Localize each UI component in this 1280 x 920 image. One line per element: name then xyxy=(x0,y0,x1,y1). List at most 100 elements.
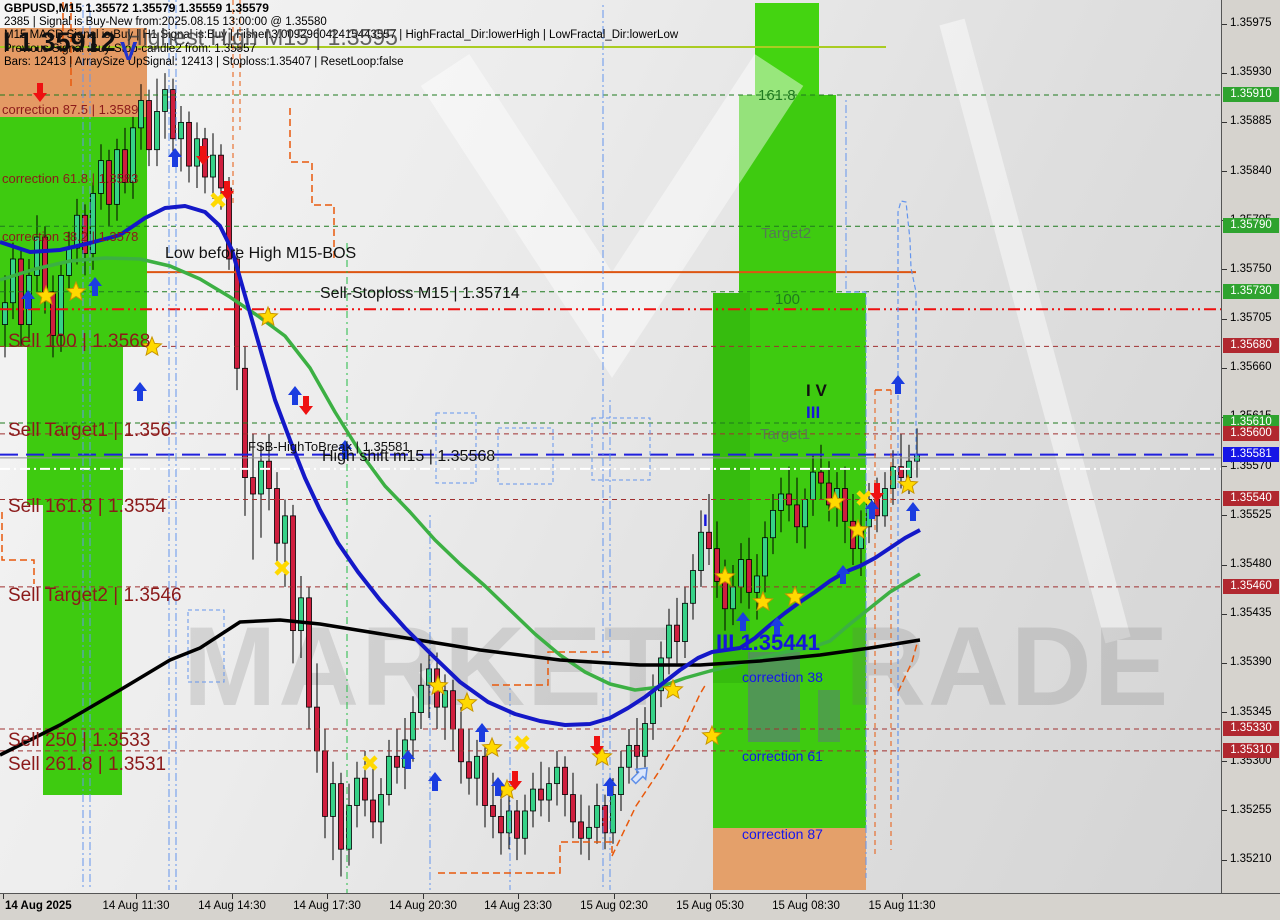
candle-body xyxy=(666,624,672,659)
price-axis-label: 1.35975 xyxy=(1230,17,1272,29)
up-arrow-marker xyxy=(428,772,442,791)
down-arrow-marker xyxy=(196,146,210,165)
ma-navy-line xyxy=(0,204,921,727)
candle-body xyxy=(34,236,40,276)
time-axis-label: 15 Aug 08:30 xyxy=(772,900,840,912)
candle-body xyxy=(634,744,640,757)
dashed-zone-rect xyxy=(187,609,225,683)
candle-body xyxy=(586,826,592,839)
time-axis: 14 Aug 2025 14 Aug 11:30 14 Aug 14:30 14 Au… xyxy=(0,893,1280,920)
price-axis-tick xyxy=(1222,564,1227,566)
candle-body xyxy=(42,236,48,293)
chart-area[interactable]: MARKETRADE correction 87.5 | 1.3589corre… xyxy=(0,0,1221,893)
candle-body xyxy=(218,154,224,189)
signal-zone-band xyxy=(713,828,866,890)
candle-body xyxy=(394,755,400,768)
star-marker xyxy=(141,335,163,357)
orange-step-line xyxy=(289,108,335,258)
up-arrow-marker xyxy=(736,612,750,631)
up-arrow-marker xyxy=(21,290,35,309)
candle-body xyxy=(2,302,8,325)
price-axis: 1.359751.359301.358851.358401.357951.357… xyxy=(1221,0,1280,893)
time-axis-label: 14 Aug 23:30 xyxy=(484,900,552,912)
big-price-label: I 1.35912 xyxy=(3,27,116,57)
price-axis-label: 1.35750 xyxy=(1230,262,1272,275)
x-marker xyxy=(856,490,872,506)
star-marker xyxy=(591,745,613,767)
candle-body xyxy=(658,657,664,692)
highest-high-label: Highest High M15 | 1.3595 xyxy=(126,24,398,50)
candle-body xyxy=(258,460,264,495)
price-level-badge: 1.35790 xyxy=(1223,218,1279,234)
x-marker xyxy=(274,560,290,576)
price-axis-tick xyxy=(1222,712,1227,714)
candle-body xyxy=(746,559,752,593)
up-arrow-marker xyxy=(133,382,147,401)
price-level-badge: 1.35730 xyxy=(1223,283,1279,299)
star-marker xyxy=(662,678,684,700)
watermark-text-right: RADE xyxy=(845,604,1170,729)
time-axis-label: 14 Aug 2025 xyxy=(5,900,72,912)
price-axis-label: 1.35930 xyxy=(1230,66,1272,79)
candle-body xyxy=(170,89,176,140)
candle-body xyxy=(450,690,456,730)
candle-body xyxy=(266,460,272,489)
up-arrow-marker xyxy=(906,502,920,521)
price-level-badge: 1.35310 xyxy=(1223,742,1279,758)
hollow-ne-arrow-marker xyxy=(630,767,648,785)
candle-body xyxy=(738,559,744,588)
candle-body xyxy=(114,149,120,205)
candle-body xyxy=(122,149,128,183)
price-axis-tick xyxy=(1222,859,1227,861)
up-arrow-marker xyxy=(770,617,784,636)
candle-body xyxy=(378,794,384,823)
dashed-zone-rect xyxy=(435,412,477,484)
candle-body xyxy=(826,482,832,506)
candle-body xyxy=(682,602,688,642)
candle-body xyxy=(290,515,296,632)
time-axis-label: 15 Aug 02:30 xyxy=(580,900,648,912)
blue-v-marker: V xyxy=(120,36,138,66)
price-level-badge: 1.35330 xyxy=(1223,720,1279,736)
up-arrow-marker xyxy=(865,500,879,519)
candle-body xyxy=(10,258,16,304)
info-panel: GBPUSD,M15 1.35572 1.35579 1.35559 1.355… xyxy=(4,1,678,70)
candle-body xyxy=(330,783,336,817)
price-axis-label: 1.35480 xyxy=(1230,558,1272,571)
up-arrow-marker xyxy=(491,777,505,796)
candle-body xyxy=(650,690,656,724)
watermark-logo-block xyxy=(748,652,800,742)
blue-outline-line xyxy=(897,200,917,800)
price-axis-tick xyxy=(1222,367,1227,369)
watermark-chevron xyxy=(420,54,804,378)
time-axis-label: 15 Aug 11:30 xyxy=(868,900,936,912)
candle-body xyxy=(466,761,472,779)
previous-signal-line: Previous Signal :Buy-Stop-candle2 from: … xyxy=(4,42,256,55)
price-axis-tick xyxy=(1222,515,1227,517)
up-arrow-marker xyxy=(168,148,182,167)
price-axis-tick xyxy=(1222,269,1227,271)
time-axis-tick xyxy=(614,894,615,899)
price-level-badge: 1.35540 xyxy=(1223,491,1279,507)
price-axis-label: 1.35705 xyxy=(1230,312,1272,325)
candle-body xyxy=(458,728,464,763)
candle-body xyxy=(58,274,64,336)
candle-body xyxy=(802,499,808,528)
candle-body xyxy=(530,788,536,812)
star-marker xyxy=(35,284,57,306)
star-marker xyxy=(65,280,87,302)
up-arrow-marker xyxy=(401,750,415,769)
time-axis-tick xyxy=(902,894,903,899)
price-axis-label: 1.35255 xyxy=(1230,803,1272,816)
price-axis-tick xyxy=(1222,761,1227,763)
down-arrow-marker xyxy=(590,736,604,755)
star-marker xyxy=(784,585,806,607)
signal-zone-band xyxy=(0,28,147,117)
symbol-ohlc-line: GBPUSD,M15 1.35572 1.35579 1.35559 1.355… xyxy=(4,1,269,15)
up-arrow-marker xyxy=(338,440,352,459)
candle-body xyxy=(130,127,136,183)
candle-body xyxy=(714,548,720,582)
candle-body xyxy=(162,89,168,112)
candle-body xyxy=(146,100,152,151)
up-arrow-marker xyxy=(836,565,850,584)
